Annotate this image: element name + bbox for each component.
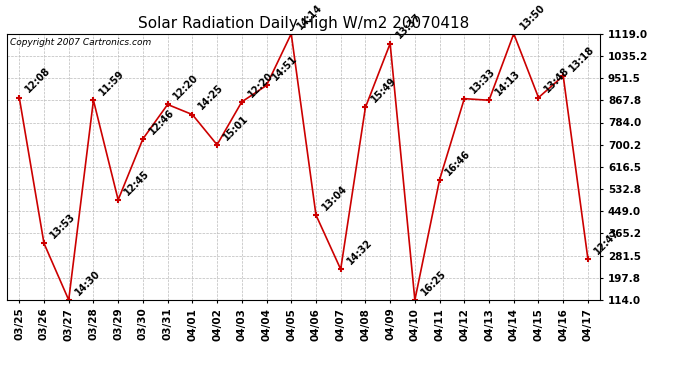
Text: 14:51: 14:51: [270, 54, 299, 82]
Text: 13:50: 13:50: [518, 2, 547, 31]
Text: 13:48: 13:48: [542, 66, 572, 95]
Text: 16:46: 16:46: [444, 148, 473, 177]
Text: 12:47: 12:47: [592, 227, 621, 256]
Text: 15:01: 15:01: [221, 113, 250, 142]
Text: 12:08: 12:08: [23, 66, 52, 95]
Title: Solar Radiation Daily High W/m2 20070418: Solar Radiation Daily High W/m2 20070418: [138, 16, 469, 31]
Text: 12:46: 12:46: [147, 107, 176, 136]
Text: 14:25: 14:25: [197, 83, 226, 112]
Text: 13:04: 13:04: [320, 183, 349, 212]
Text: 12:20: 12:20: [246, 70, 275, 99]
Text: 11:59: 11:59: [97, 69, 126, 98]
Text: 16:25: 16:25: [419, 268, 448, 297]
Text: 13:37: 13:37: [394, 12, 423, 41]
Text: 14:32: 14:32: [345, 237, 374, 267]
Text: 14:30: 14:30: [73, 268, 102, 297]
Text: 13:53: 13:53: [48, 211, 77, 240]
Text: 13:33: 13:33: [469, 67, 497, 96]
Text: Copyright 2007 Cartronics.com: Copyright 2007 Cartronics.com: [10, 38, 151, 47]
Text: 12:45: 12:45: [122, 168, 151, 197]
Text: 14:14: 14:14: [295, 2, 324, 31]
Text: 13:18: 13:18: [567, 44, 596, 73]
Text: 12:20: 12:20: [172, 73, 201, 102]
Text: 15:49: 15:49: [370, 76, 399, 105]
Text: 14:13: 14:13: [493, 69, 522, 98]
